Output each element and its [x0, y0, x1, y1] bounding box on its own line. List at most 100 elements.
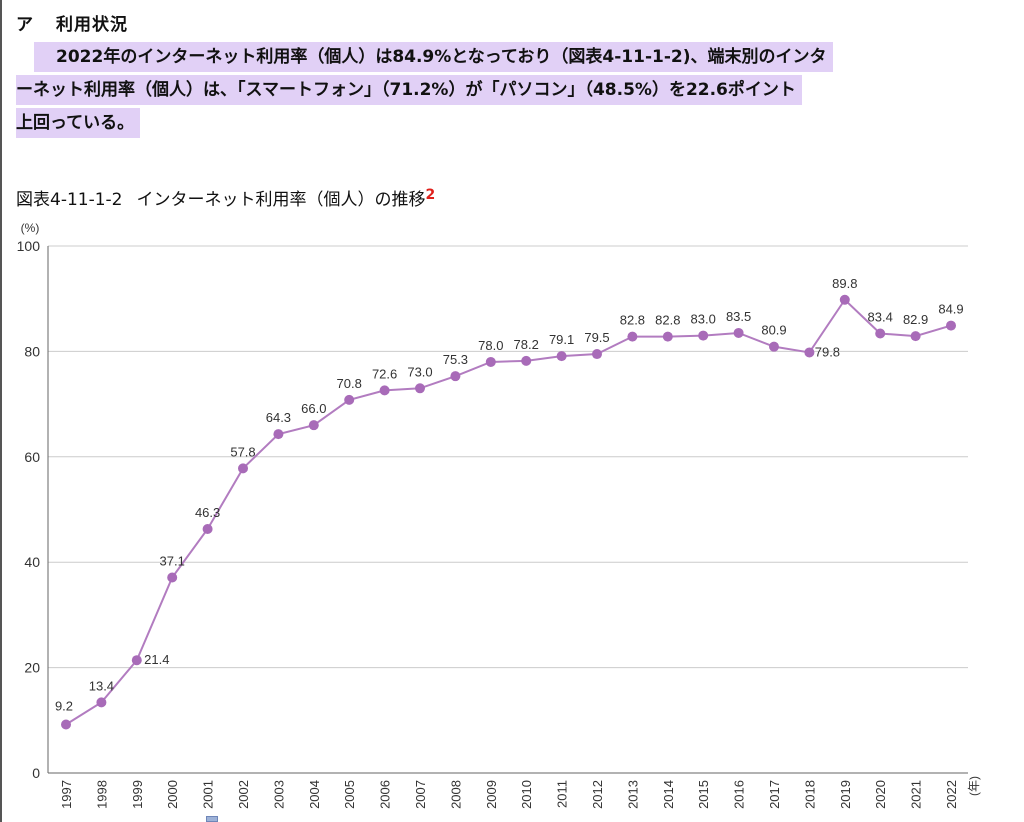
chart-labels: 9.2 13.4 21.4 37.1 46.3 57.8 64.3 66.0 70.8 72.6 7… [55, 276, 964, 714]
x-tick-label: 2000 [165, 780, 180, 809]
data-label: 21.4 [144, 652, 169, 667]
data-label: 13.4 [89, 678, 114, 693]
data-point [415, 383, 425, 394]
data-label: 37.1 [160, 553, 185, 568]
data-label: 82.9 [903, 312, 928, 327]
data-label: 73.0 [407, 364, 432, 379]
section-marker: ア [16, 15, 34, 35]
x-tick-label: 2013 [625, 780, 640, 809]
x-tick-label: 2007 [413, 780, 428, 809]
chart-grid [48, 245, 968, 669]
figure-title-text: インターネット利用率（個人）の推移 [136, 190, 426, 210]
y-tick-label: 60 [24, 449, 40, 465]
x-tick-label: 2012 [590, 780, 605, 809]
scroll-handle[interactable] [206, 816, 218, 822]
data-point [592, 349, 602, 360]
y-tick-label: 20 [24, 660, 40, 676]
x-tick-label: 2016 [732, 780, 747, 809]
x-axis-label: (年) [967, 776, 981, 796]
data-label: 75.3 [443, 352, 468, 367]
data-label: 64.3 [266, 410, 291, 425]
data-label: 79.5 [584, 330, 609, 345]
data-point [202, 523, 213, 534]
data-label: 78.0 [478, 338, 503, 353]
page-left-border [0, 0, 2, 822]
data-point [131, 655, 142, 666]
data-label: 83.0 [691, 312, 716, 327]
data-point [96, 697, 107, 708]
y-tick-label: 0 [32, 765, 40, 781]
x-tick-label: 2005 [342, 780, 357, 809]
data-label: 46.3 [195, 505, 220, 520]
x-tick-label: 2008 [448, 780, 463, 809]
data-point [769, 341, 779, 352]
data-label: 66.0 [301, 401, 326, 416]
chart-axes: 0 20 40 60 80 100 (%) (年) 1997 1998 1999 2000 2001 20… [17, 221, 981, 809]
data-label: 80.9 [761, 323, 786, 338]
x-tick-label: 2017 [767, 780, 782, 809]
paragraph-line-1: 2022年のインターネット利用率（個人）は84.9%となっており（図表4-11-… [34, 42, 833, 72]
x-tick-label: 2014 [661, 780, 676, 809]
x-tick-label: 1998 [94, 780, 109, 809]
data-point [521, 355, 532, 366]
series-line [65, 298, 952, 726]
data-label: 9.2 [55, 699, 73, 714]
data-point [627, 331, 638, 342]
data-label: 89.8 [832, 276, 857, 291]
data-label: 72.6 [372, 366, 397, 381]
data-point [344, 394, 355, 405]
figure-title: 図表4-11-1-2 インターネット利用率（個人）の推移2 [16, 185, 435, 210]
x-tick-label: 2001 [201, 780, 216, 809]
data-label: 57.8 [230, 444, 255, 459]
data-label: 83.5 [726, 309, 751, 324]
x-tick-label: 1997 [59, 780, 74, 809]
x-tick-label: 2020 [873, 780, 888, 809]
x-tick-label: 2015 [696, 780, 711, 809]
x-tick-label: 1999 [130, 780, 145, 809]
x-tick-label: 2022 [944, 780, 959, 809]
x-tick-label: 2011 [555, 780, 570, 808]
data-label: 79.8 [815, 344, 840, 359]
x-tick-label: 2018 [802, 780, 817, 809]
x-tick-label: 2004 [307, 780, 322, 809]
data-point [556, 351, 567, 362]
data-point [61, 719, 71, 730]
x-tick-label: 2002 [236, 780, 251, 809]
data-point [273, 429, 284, 440]
figure-number: 図表4-11-1-2 [16, 190, 123, 210]
y-axis-label: (%) [21, 221, 40, 235]
y-tick-label: 40 [24, 554, 40, 570]
data-point [910, 331, 921, 342]
x-tick-label: 2019 [838, 780, 853, 809]
x-tick-label: 2010 [519, 780, 534, 809]
data-label: 82.8 [620, 313, 645, 328]
y-tick-label: 80 [24, 343, 40, 359]
data-point [485, 356, 496, 367]
x-tick-label: 2003 [271, 780, 286, 809]
data-point [450, 371, 461, 382]
footnote-marker[interactable]: 2 [425, 187, 436, 203]
section-title: 利用状況 [56, 15, 128, 35]
x-tick-label: 2021 [909, 780, 924, 809]
chart-series [61, 294, 956, 730]
data-point [238, 463, 248, 474]
data-point [379, 385, 390, 396]
data-point [839, 294, 850, 305]
y-tick-label: 100 [17, 238, 41, 254]
data-label: 83.4 [868, 309, 893, 324]
data-label: 84.9 [938, 302, 963, 317]
data-point [733, 327, 744, 338]
data-label: 82.8 [655, 313, 680, 328]
data-point [308, 420, 319, 431]
data-label: 70.8 [337, 376, 362, 391]
data-point [875, 328, 886, 339]
data-point [662, 331, 673, 342]
data-label: 79.1 [549, 332, 574, 347]
x-tick-label: 2006 [378, 780, 393, 809]
paragraph-line-3: 上回っている。 [16, 108, 141, 138]
data-point [946, 320, 956, 331]
data-point [804, 347, 815, 358]
data-point [167, 572, 178, 583]
data-label: 78.2 [514, 337, 539, 352]
